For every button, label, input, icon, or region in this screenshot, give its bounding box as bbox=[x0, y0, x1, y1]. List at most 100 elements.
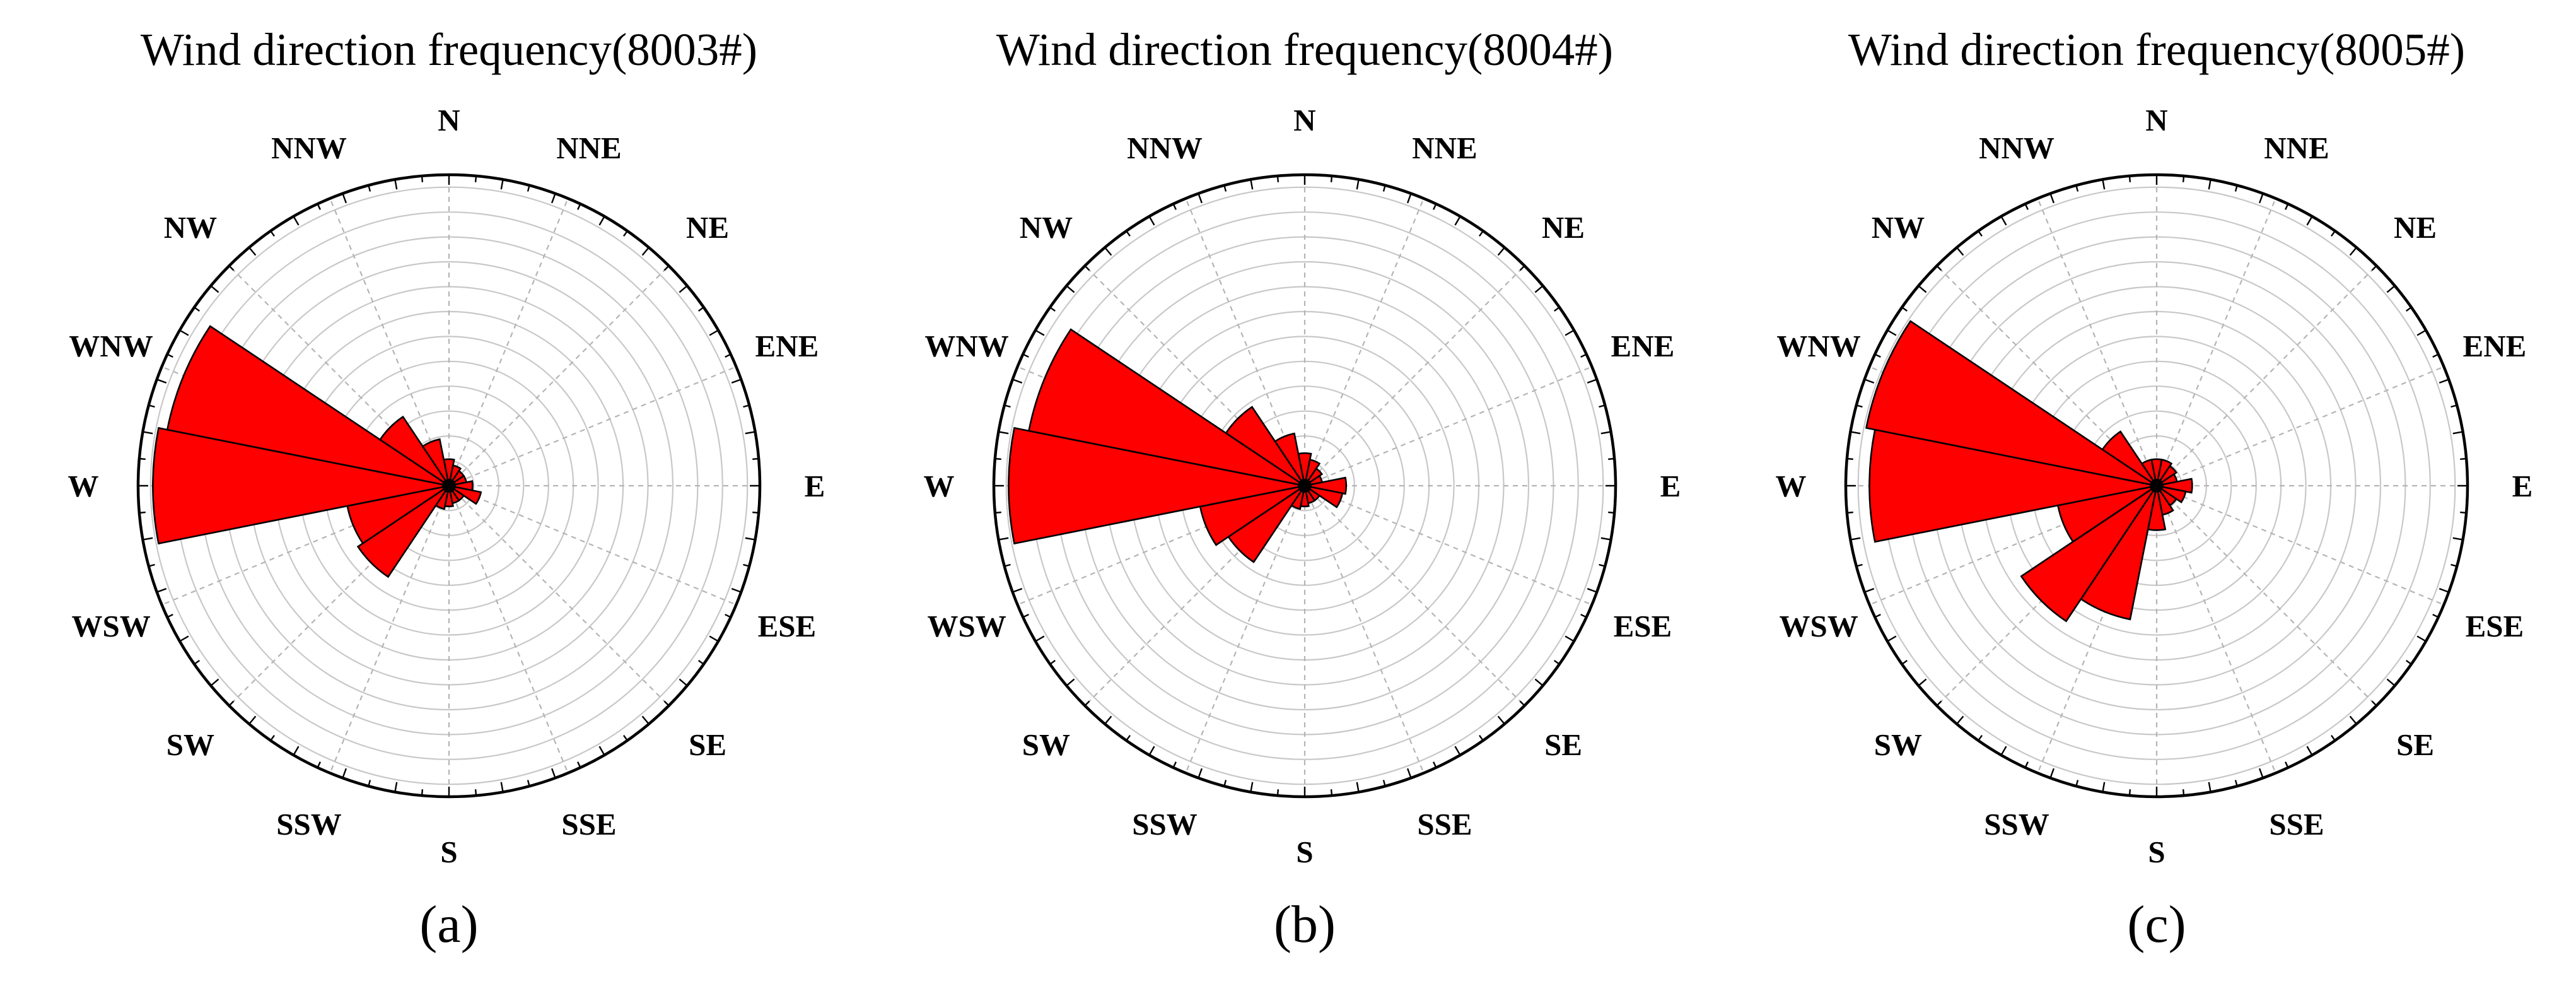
frame-tick bbox=[166, 614, 173, 618]
frame-tick bbox=[2386, 285, 2396, 293]
frame-tick bbox=[2451, 404, 2457, 408]
frame-tick bbox=[1035, 329, 1045, 336]
frame-tick bbox=[1330, 789, 1333, 796]
direction-label-ne: NE bbox=[686, 210, 729, 245]
frame-tick bbox=[1978, 735, 1983, 741]
frame-tick bbox=[998, 431, 1009, 435]
frame-tick bbox=[2349, 715, 2357, 725]
frame-tick bbox=[1554, 660, 1560, 665]
petal-wnw bbox=[1027, 328, 1305, 487]
frame-tick bbox=[641, 247, 650, 256]
grid-spoke bbox=[2156, 265, 2377, 486]
center-dot bbox=[1298, 479, 1312, 493]
panel-label: (a) bbox=[419, 895, 478, 954]
frame-tick bbox=[1126, 735, 1131, 741]
frame-tick bbox=[270, 230, 275, 237]
frame-tick bbox=[1356, 782, 1360, 792]
frame-tick bbox=[2075, 780, 2079, 787]
frame-tick bbox=[1864, 587, 1875, 593]
grid-spoke bbox=[2156, 485, 2377, 707]
frame-tick bbox=[1599, 404, 1606, 408]
frame-tick bbox=[1022, 353, 1029, 358]
frame-tick bbox=[1600, 537, 1611, 541]
frame-tick bbox=[179, 329, 189, 336]
direction-label-s: S bbox=[2148, 835, 2165, 869]
frame-tick bbox=[1126, 230, 1131, 237]
direction-label-nne: NNE bbox=[556, 131, 621, 165]
direction-label-e: E bbox=[2512, 469, 2533, 503]
direction-label-w: W bbox=[68, 469, 99, 503]
direction-label-s: S bbox=[440, 835, 457, 869]
direction-label-e: E bbox=[805, 469, 825, 503]
frame-tick bbox=[623, 735, 628, 741]
grid-spoke bbox=[1303, 485, 1425, 773]
frame-tick bbox=[1580, 353, 1587, 358]
frame-tick bbox=[2208, 179, 2212, 190]
direction-label-sse: SSE bbox=[561, 807, 616, 842]
grid-spoke bbox=[2156, 484, 2444, 606]
direction-label-ene: ENE bbox=[1611, 329, 1675, 363]
frame-tick bbox=[1198, 193, 1203, 204]
frame-tick bbox=[179, 635, 189, 642]
frame-tick bbox=[2386, 678, 2396, 686]
frame-tick bbox=[342, 193, 347, 204]
petal-nnw bbox=[421, 438, 450, 486]
grid-spoke bbox=[2155, 198, 2276, 486]
petal-sw bbox=[2020, 484, 2158, 623]
frame-tick bbox=[527, 780, 530, 787]
grid-spoke bbox=[448, 265, 670, 486]
frame-tick bbox=[1600, 431, 1611, 435]
frame-tick bbox=[1382, 185, 1386, 192]
frame-tick bbox=[1565, 329, 1575, 336]
frame-tick bbox=[248, 247, 257, 256]
grid-spoke bbox=[1303, 198, 1425, 486]
direction-label-sse: SSE bbox=[1417, 807, 1472, 842]
petal-nw bbox=[1225, 406, 1306, 487]
frame-tick bbox=[551, 768, 556, 778]
frame-tick bbox=[2102, 782, 2106, 792]
direction-label-ne: NE bbox=[2394, 210, 2437, 245]
frame-tick bbox=[2000, 746, 2007, 756]
frame-tick bbox=[317, 761, 321, 768]
direction-label-ne: NE bbox=[1542, 210, 1585, 245]
frame-tick bbox=[1850, 431, 1861, 435]
frame-tick bbox=[2451, 563, 2457, 567]
direction-label-wsw: WSW bbox=[927, 609, 1006, 643]
frame-tick bbox=[1148, 216, 1155, 226]
frame-tick bbox=[248, 715, 257, 725]
frame-tick bbox=[1104, 247, 1112, 256]
direction-label-nnw: NNW bbox=[1127, 131, 1203, 165]
frame-tick bbox=[139, 511, 146, 514]
frame-tick bbox=[1497, 715, 1505, 725]
direction-label-sw: SW bbox=[1022, 727, 1070, 762]
frame-tick bbox=[731, 587, 742, 593]
grid-spoke bbox=[329, 485, 450, 773]
frame-tick bbox=[743, 563, 750, 567]
grid-ring bbox=[1857, 186, 2456, 785]
direction-label-se: SE bbox=[2396, 727, 2434, 762]
frame-tick bbox=[2406, 307, 2412, 312]
frame-tick bbox=[1479, 735, 1484, 741]
frame-tick bbox=[293, 216, 300, 226]
grid-spoke bbox=[448, 485, 569, 773]
frame-tick bbox=[156, 379, 167, 384]
direction-label-ese: ESE bbox=[2466, 609, 2524, 643]
polar-frame bbox=[1844, 173, 2469, 799]
frame-tick bbox=[1534, 285, 1544, 293]
direction-label-wnw: WNW bbox=[924, 329, 1008, 363]
chart-title: Wind direction frequency(8005#) bbox=[1848, 24, 2465, 75]
grid-spoke bbox=[1304, 484, 1592, 606]
frame-tick bbox=[1049, 307, 1056, 312]
direction-label-nw: NW bbox=[1020, 210, 1073, 245]
wind-rose-panel-a: Wind direction frequency(8003#) (a) N NNE… bbox=[68, 24, 825, 954]
frame-tick bbox=[194, 660, 200, 665]
frame-tick bbox=[143, 431, 153, 435]
frame-tick bbox=[1004, 563, 1011, 567]
grid-spoke bbox=[2156, 366, 2444, 487]
frame-tick bbox=[2208, 782, 2212, 792]
direction-label-nw: NW bbox=[1872, 210, 1925, 245]
direction-label-ssw: SSW bbox=[1984, 807, 2049, 842]
frame-tick bbox=[2416, 635, 2427, 642]
direction-label-wsw: WSW bbox=[1779, 609, 1858, 643]
frame-tick bbox=[1587, 379, 1597, 384]
